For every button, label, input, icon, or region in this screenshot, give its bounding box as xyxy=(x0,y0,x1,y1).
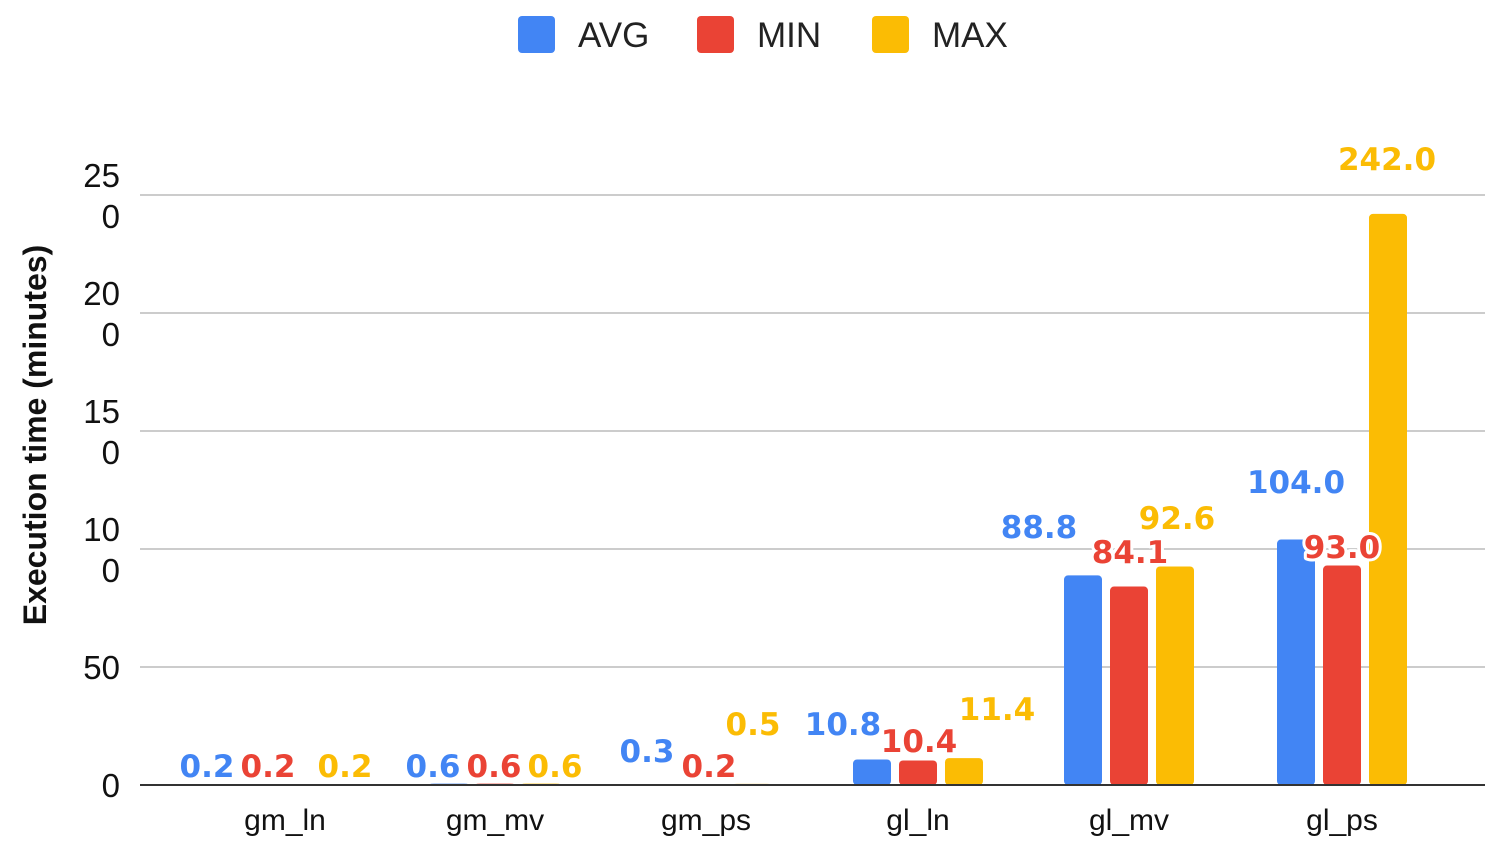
data-label-gl_ln-avg: 10.8 xyxy=(805,707,882,743)
y-tick-label-200: 20 0 xyxy=(83,275,120,353)
legend: AVG MIN MAX xyxy=(518,16,1008,55)
data-label-gm_ln-max: 0.2 xyxy=(318,749,373,785)
bar-gl_ln-avg xyxy=(853,759,891,785)
y-tick-label-100: 10 0 xyxy=(83,511,120,589)
data-label-gm_mv-max: 0.6 xyxy=(528,749,583,785)
bar-gl_ps-max xyxy=(1369,213,1407,785)
bar-gl_mv-avg xyxy=(1064,575,1102,785)
y-axis-ticks: 0 50 10 0 15 0 20 0 25 0 xyxy=(83,157,120,804)
bar-gl_ps-avg xyxy=(1277,539,1315,785)
x-tick-label-gm_mv: gm_mv xyxy=(446,804,544,837)
x-axis-category-labels: gm_ln gm_mv gm_ps gl_ln gl_mv gl_ps xyxy=(244,804,1378,837)
bar-gl_mv-max xyxy=(1156,566,1194,785)
legend-label-avg: AVG xyxy=(578,16,649,55)
x-tick-label-gl_ps: gl_ps xyxy=(1306,804,1378,837)
data-labels: 0.2 0.2 0.2 0.6 0.6 0.6 0.3 0.20.5 10.8 10.411.48… xyxy=(177,139,1439,788)
data-label-gl_mv-min: 84.1 xyxy=(1092,535,1169,571)
gridlines xyxy=(140,194,1485,668)
data-label-gm_ps-avg: 0.3 xyxy=(620,734,675,770)
legend-label-min: MIN xyxy=(757,16,821,55)
legend-swatch-max xyxy=(872,16,909,53)
bar-gl_ln-max xyxy=(945,758,983,785)
legend-swatch-avg xyxy=(518,16,555,53)
data-label-gl_ps-min: 93.0 xyxy=(1304,530,1381,566)
data-label-gl_ps-avg: 104.0 xyxy=(1247,465,1345,501)
data-label-gm_mv-min: 0.6 xyxy=(467,749,522,785)
bar-gl_ps-min xyxy=(1323,565,1361,785)
bar-gl_mv-min xyxy=(1110,586,1148,785)
data-label-gl_mv-max: 92.6 xyxy=(1139,501,1216,537)
legend-swatch-min xyxy=(697,16,734,53)
bar-gl_ln-min xyxy=(899,760,937,785)
legend-label-max: MAX xyxy=(932,16,1008,55)
bars xyxy=(220,213,1407,785)
y-tick-label-150: 15 0 xyxy=(83,393,120,471)
data-label-gm_mv-avg: 0.6 xyxy=(406,749,461,785)
x-tick-label-gl_ln: gl_ln xyxy=(886,804,949,837)
y-tick-label-250: 25 0 xyxy=(83,157,120,235)
x-tick-label-gl_mv: gl_mv xyxy=(1089,804,1169,837)
y-tick-label-50: 50 xyxy=(83,649,120,686)
data-label-gl_ps-max: 242.0 xyxy=(1338,142,1436,178)
data-label-gm_ln-avg: 0.2 xyxy=(180,749,235,785)
data-label-gl_ln-max: 11.4 xyxy=(959,692,1036,728)
data-label-gl_mv-avg: 88.8 xyxy=(1001,510,1078,546)
data-label-gm_ln-min: 0.2 xyxy=(241,749,296,785)
y-tick-label-0: 0 xyxy=(102,767,120,804)
data-label-gm_ps-min: 0.2 xyxy=(682,749,737,785)
x-tick-label-gm_ps: gm_ps xyxy=(661,804,751,837)
data-label-gl_ln-min: 10.4 xyxy=(881,724,958,760)
x-tick-label-gm_ln: gm_ln xyxy=(244,804,326,837)
y-axis-label: Execution time (minutes) xyxy=(17,245,53,626)
data-label-gm_ps-max: 0.5 xyxy=(726,707,781,743)
